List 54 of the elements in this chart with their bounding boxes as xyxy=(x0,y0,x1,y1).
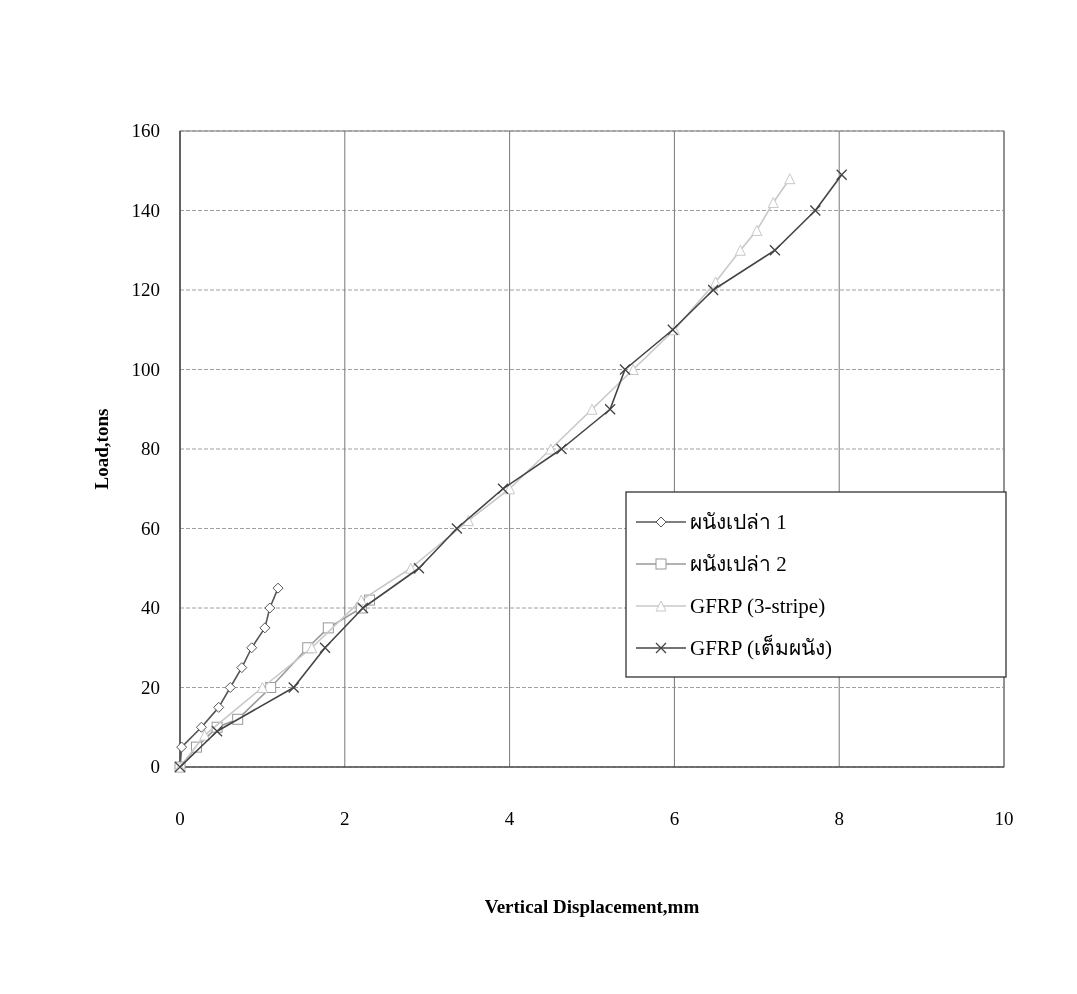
y-tick-label: 160 xyxy=(131,120,160,141)
point xyxy=(199,729,211,741)
y-tick-label: 60 xyxy=(141,517,160,539)
point xyxy=(306,642,318,654)
y-tick-label: 20 xyxy=(141,676,160,698)
y-axis-title: Load,tons xyxy=(91,408,112,490)
point xyxy=(809,204,821,217)
y-tick-label: 100 xyxy=(131,358,160,380)
point xyxy=(176,741,188,753)
point xyxy=(545,443,557,455)
point xyxy=(195,721,207,733)
y-tick-label: 40 xyxy=(141,597,160,618)
point xyxy=(213,701,225,713)
point xyxy=(451,522,463,535)
y-tick-label: 0 xyxy=(150,756,160,777)
point xyxy=(355,594,367,606)
point xyxy=(256,682,268,693)
x-tick-label: 6 xyxy=(669,808,680,829)
x-tick-label: 10 xyxy=(994,808,1014,829)
point xyxy=(211,725,223,737)
y-tick-label: 140 xyxy=(131,199,160,221)
point xyxy=(319,642,331,654)
point xyxy=(288,681,300,694)
point xyxy=(619,363,631,376)
point xyxy=(555,443,568,455)
point xyxy=(504,483,516,495)
point xyxy=(767,197,779,209)
legend-label: GFRP (เต็มผนัง) xyxy=(690,634,832,660)
point xyxy=(272,582,284,594)
point xyxy=(784,173,796,185)
legend-label: ผนังเปล่า 1 xyxy=(690,510,787,534)
point xyxy=(769,244,781,256)
x-axis-title: Vertical Displacement,mm xyxy=(484,896,700,917)
x-tick-label: 8 xyxy=(834,808,844,829)
point xyxy=(413,562,425,574)
point xyxy=(604,403,616,415)
point xyxy=(236,662,248,674)
point xyxy=(264,602,276,614)
point xyxy=(224,682,236,693)
y-tick-label: 120 xyxy=(131,279,160,300)
point xyxy=(246,642,258,654)
x-tick-label: 0 xyxy=(175,808,185,829)
x-tick-label: 4 xyxy=(504,808,515,829)
point xyxy=(497,483,509,495)
point xyxy=(259,622,271,634)
legend-label: ผนังเปล่า 2 xyxy=(690,552,787,576)
x-tick-label: 2 xyxy=(340,808,350,829)
point xyxy=(734,244,746,256)
point xyxy=(836,169,848,181)
legend-label: GFRP (3-stripe) xyxy=(690,594,826,618)
y-tick-label: 80 xyxy=(141,438,160,459)
point xyxy=(586,403,598,415)
point xyxy=(707,284,719,296)
point xyxy=(751,224,763,236)
